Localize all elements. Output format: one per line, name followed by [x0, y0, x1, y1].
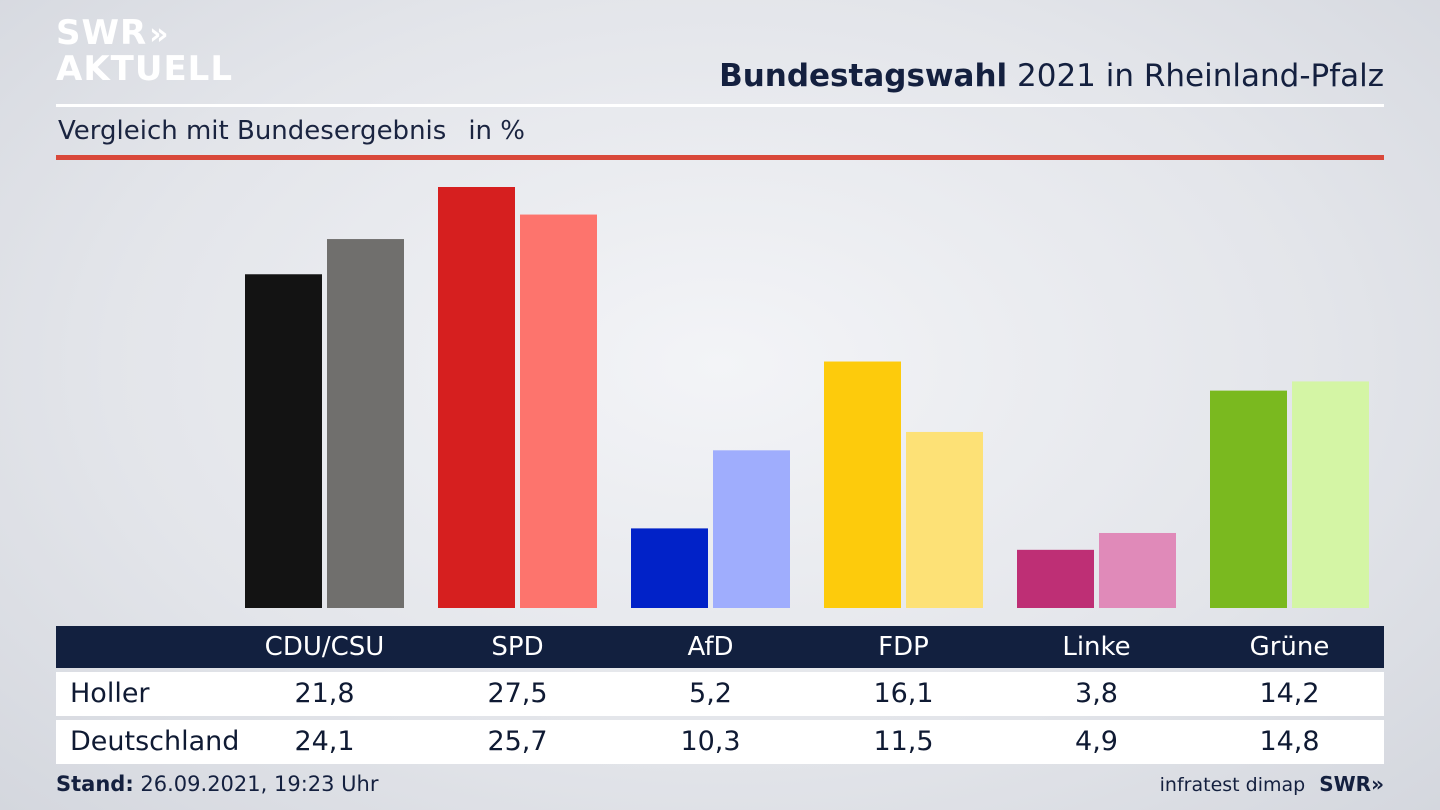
value-cdu-csu-holler: 21,8 — [294, 678, 355, 709]
swr-brand-logo: SWR» — [1319, 772, 1384, 796]
table-row-holler: Holler 21,8 27,5 5,2 16,1 3,8 14,2 — [56, 672, 1384, 716]
unit-label: in % — [468, 116, 525, 146]
page-title: Bundestagswahl 2021 in Rheinland-Pfalz — [719, 58, 1384, 94]
stand-label: Stand: — [56, 772, 134, 796]
bar-spd-holler — [438, 187, 515, 608]
logo-line1: SWR — [56, 13, 148, 53]
source-text: infratest dimap — [1159, 774, 1306, 796]
logo-chevrons: » — [149, 17, 170, 52]
value-afd-holler: 5,2 — [689, 678, 732, 709]
value-gruene-holler: 14,2 — [1259, 678, 1320, 709]
bar-fdp-holler — [824, 361, 901, 608]
bar-afd-holler — [631, 528, 708, 608]
value-linke-holler: 3,8 — [1075, 678, 1118, 709]
bar-gruene-deutschland — [1292, 381, 1369, 608]
title-rest: 2021 in Rheinland-Pfalz — [1007, 58, 1384, 94]
value-spd-deutschland: 25,7 — [487, 726, 548, 757]
column-header-gruene: Grüne — [1249, 632, 1330, 662]
column-header-spd: SPD — [491, 632, 544, 662]
value-cdu-csu-deutschland: 24,1 — [294, 726, 355, 757]
bar-gruene-holler — [1210, 390, 1287, 608]
table-row-deutschland: Deutschland 24,1 25,7 10,3 11,5 4,9 14,8 — [56, 720, 1384, 764]
bar-cdu-csu-holler — [245, 274, 322, 608]
value-linke-deutschland: 4,9 — [1075, 726, 1118, 757]
column-header-fdp: FDP — [878, 632, 929, 662]
subtitle-text: Vergleich mit Bundesergebnis — [58, 116, 447, 146]
results-table: CDU/CSU SPD AfD FDP Linke Grüne Holler 21,8 27,… — [56, 626, 1384, 764]
value-fdp-deutschland: 11,5 — [873, 726, 934, 757]
bar-fdp-deutschland — [906, 431, 983, 608]
table-header-row: CDU/CSU SPD AfD FDP Linke Grüne — [56, 626, 1384, 668]
value-afd-deutschland: 10,3 — [680, 726, 741, 757]
bar-spd-deutschland — [520, 214, 597, 608]
column-header-cdu-csu: CDU/CSU — [264, 632, 385, 662]
bar-linke-holler — [1017, 549, 1094, 608]
header-divider — [56, 104, 1384, 107]
bar-linke-deutschland — [1099, 532, 1176, 608]
value-spd-holler: 27,5 — [487, 678, 548, 709]
timestamp: Stand: 26.09.2021, 19:23 Uhr — [56, 772, 379, 796]
value-fdp-holler: 16,1 — [873, 678, 934, 709]
stand-value: 26.09.2021, 19:23 Uhr — [133, 772, 379, 796]
title-bold: Bundestagswahl — [719, 58, 1008, 94]
column-header-afd: AfD — [687, 632, 734, 662]
logo-line2: AKTUELL — [56, 49, 234, 89]
accent-rule — [56, 155, 1384, 160]
row-label-deutschland: Deutschland — [70, 726, 240, 757]
column-header-linke: Linke — [1062, 632, 1131, 662]
bar-afd-deutschland — [713, 450, 790, 608]
bar-chart — [245, 187, 1369, 608]
source-credit: infratest dimap SWR» — [1160, 772, 1384, 796]
bar-cdu-csu-deutschland — [327, 239, 404, 608]
chart-subtitle: Vergleich mit Bundesergebnis in % — [58, 116, 525, 146]
value-gruene-deutschland: 14,8 — [1259, 726, 1320, 757]
row-label-holler: Holler — [70, 678, 150, 709]
swr-aktuell-logo: SWR» AKTUELL — [56, 16, 233, 86]
